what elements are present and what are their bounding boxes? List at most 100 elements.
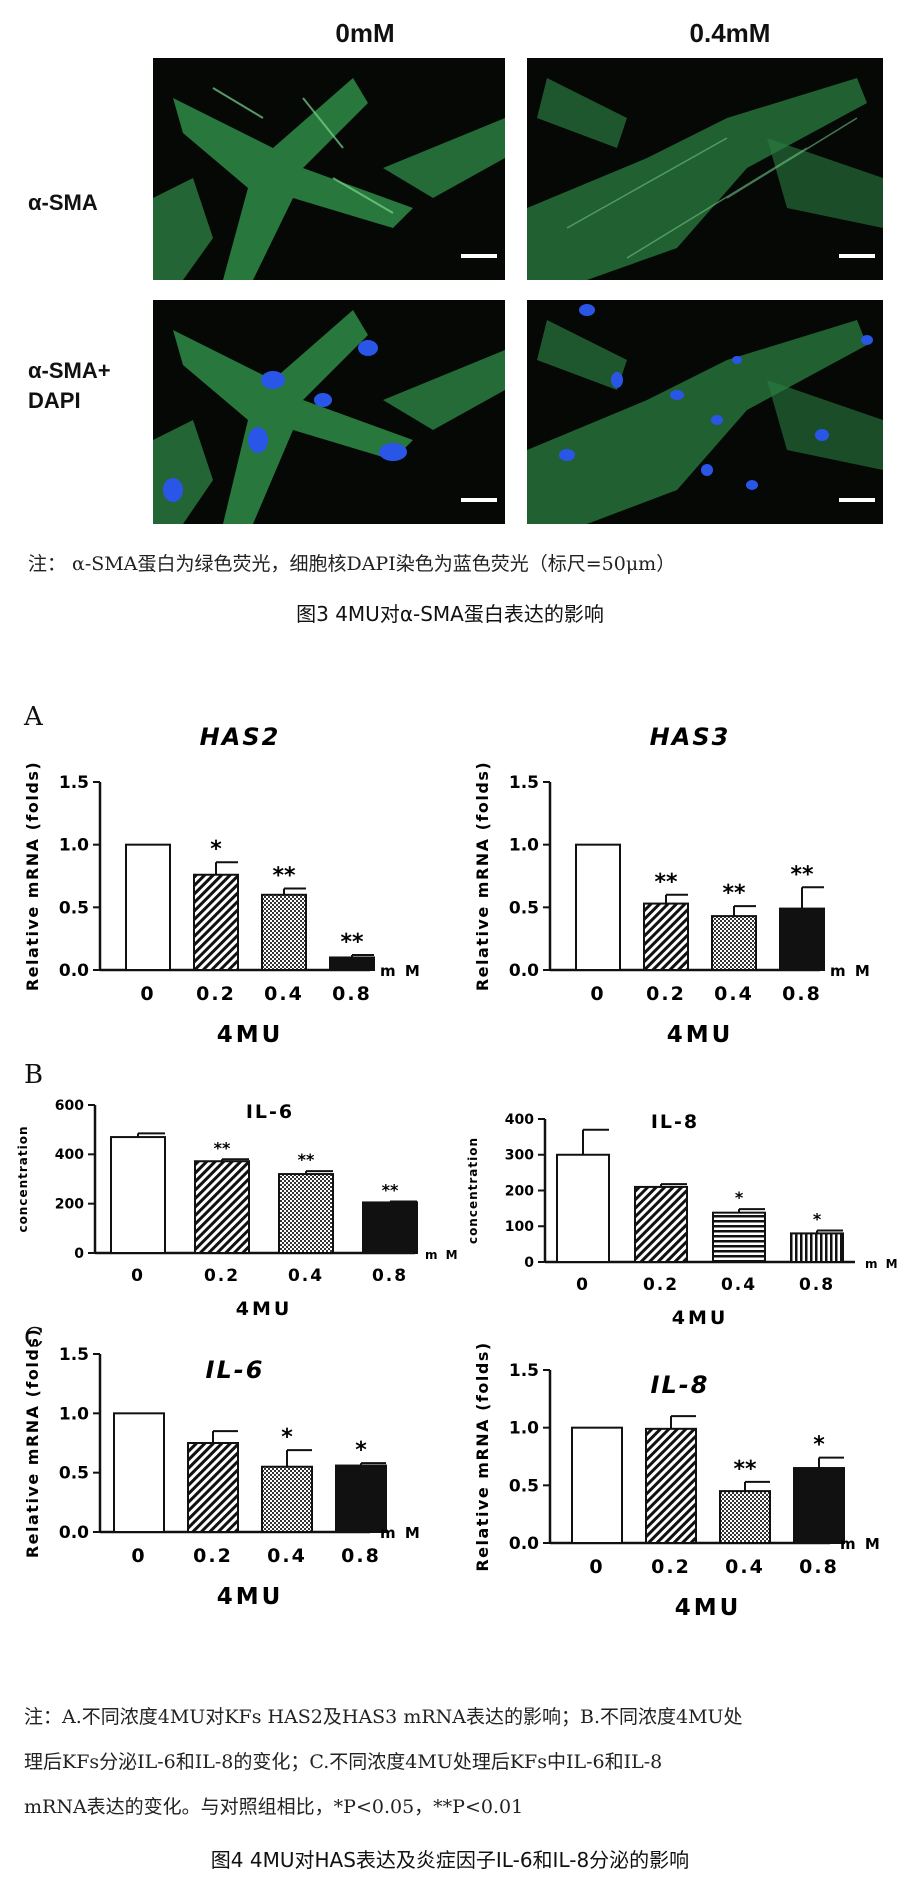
x-tick-label: 0.8 — [782, 983, 822, 1005]
bar-0.2 — [643, 902, 689, 971]
chart-b-il-6: IL-6 0 200 400 600 concentration 0 ** 0.2 ** 0.4 **… — [16, 1098, 460, 1320]
bar-0 — [113, 1412, 165, 1534]
chart-title: IL-6 — [206, 1356, 265, 1384]
bar-0 — [571, 1426, 623, 1544]
fig4-note-line-1: 注：A.不同浓度4MU对KFs HAS2及HAS3 mRNA表达的影响；B.不同… — [24, 1706, 743, 1728]
bar-0.4 — [261, 893, 307, 971]
x-tick-label: 0.2 — [643, 1275, 679, 1295]
significance-marker: * — [735, 1188, 744, 1207]
y-tick-label: 1.0 — [59, 836, 89, 856]
y-tick-label: 1.5 — [509, 773, 539, 793]
y-tick-label: 1.0 — [509, 1419, 539, 1439]
significance-marker: * — [813, 1210, 822, 1229]
significance-marker: ** — [272, 864, 296, 889]
y-tick-label: 0 — [74, 1246, 84, 1262]
bar-0.4 — [278, 1173, 334, 1254]
bar-0.8 — [329, 956, 375, 972]
x-tick-label: 0.2 — [651, 1556, 691, 1578]
significance-marker: ** — [790, 862, 814, 887]
chart-title: IL-8 — [651, 1371, 710, 1399]
x-tick-label: 0 — [589, 1556, 604, 1578]
x-tick-label: 0.4 — [288, 1266, 324, 1286]
bar-0.8 — [793, 1467, 845, 1544]
y-tick-label: 0.5 — [59, 898, 89, 918]
column-label-0.4mM: 0.4mM — [689, 18, 771, 48]
significance-marker: * — [281, 1425, 293, 1450]
x-axis-label: 4MU — [217, 1022, 284, 1048]
significance-marker: ** — [733, 1457, 757, 1482]
x-axis-label: 4MU — [672, 1307, 729, 1329]
row-label-a-sma: α-SMA — [28, 190, 98, 215]
y-tick-label: 200 — [55, 1197, 84, 1213]
chart-title: IL-8 — [651, 1111, 699, 1133]
fig4-caption: 图4 4MU对HAS表达及炎症因子IL-6和IL-8分泌的影响 — [210, 1848, 690, 1872]
x-tick-label: 0.4 — [725, 1556, 765, 1578]
x-tick-label: 0 — [131, 1266, 145, 1286]
y-axis-label: Relative mRNA (folds) — [473, 1341, 492, 1571]
chart-title: HAS2 — [200, 723, 281, 751]
bar-0.2 — [634, 1185, 688, 1264]
y-axis-label: concentration — [466, 1137, 480, 1244]
y-tick-label: 600 — [55, 1098, 84, 1114]
fig4-note-line-2: 理后KFs分泌IL-6和IL-8的变化；C.不同浓度4MU处理后KFs中IL-6… — [24, 1751, 663, 1773]
significance-marker: ** — [214, 1138, 231, 1157]
y-tick-label: 0.5 — [509, 1476, 539, 1496]
significance-marker: ** — [654, 870, 678, 895]
row-label-a-sma-dapi: α-SMA+ DAPI — [28, 358, 111, 413]
y-axis-label: concentration — [16, 1125, 30, 1232]
x-tick-label: 0.4 — [714, 983, 754, 1005]
chart-a-has2: HAS2 0.0 0.5 1.0 1.5 Relative mRNA (folds) 0 * 0… — [23, 723, 422, 1048]
y-tick-label: 400 — [505, 1112, 534, 1128]
x-tick-label: 0 — [140, 983, 155, 1005]
x-tick-label: 0 — [576, 1275, 590, 1295]
chart-a-has3: HAS3 0.0 0.5 1.0 1.5 Relative mRNA (folds) 0 **… — [473, 723, 870, 1048]
x-unit-label: m M — [380, 1524, 422, 1542]
y-tick-label: 0.0 — [509, 1534, 539, 1554]
y-tick-label: 1.5 — [59, 773, 89, 793]
micrograph-0mM-a-sma — [153, 58, 505, 280]
y-axis-label: Relative mRNA (folds) — [23, 1328, 42, 1558]
significance-marker: * — [813, 1433, 825, 1458]
y-tick-label: 0.5 — [59, 1464, 89, 1484]
x-tick-label: 0.2 — [196, 983, 236, 1005]
x-unit-label: m M — [840, 1535, 882, 1553]
micrograph-0.4mM-a-sma-dapi — [527, 300, 883, 524]
bar-0 — [110, 1136, 166, 1254]
significance-marker: ** — [382, 1180, 399, 1199]
y-axis-label: Relative mRNA (folds) — [473, 761, 492, 991]
bar-0.2 — [187, 1442, 239, 1533]
y-tick-label: 100 — [505, 1219, 534, 1235]
chart-b-il-8: IL-8 0 100 200 300 400 concentration 0 0.2 * 0.4 * 0… — [466, 1111, 898, 1329]
y-tick-label: 0.0 — [59, 961, 89, 981]
significance-marker: * — [355, 1438, 367, 1463]
bar-0.4 — [711, 915, 757, 972]
micrograph-0.4mM-a-sma — [527, 58, 883, 280]
x-tick-label: 0.4 — [264, 983, 304, 1005]
bar-0.4 — [719, 1490, 771, 1544]
y-tick-label: 1.0 — [59, 1404, 89, 1424]
y-tick-label: 1.0 — [509, 836, 539, 856]
x-tick-label: 0.8 — [799, 1556, 839, 1578]
panel-letter-c: C — [24, 1323, 44, 1353]
x-tick-label: 0.8 — [341, 1545, 381, 1567]
x-unit-label: m M — [425, 1248, 460, 1262]
x-axis-label: 4MU — [236, 1298, 293, 1320]
bar-0 — [125, 843, 171, 972]
micrograph-0mM-a-sma-dapi — [153, 300, 505, 524]
y-tick-label: 400 — [55, 1147, 84, 1163]
bar-0.8 — [335, 1464, 387, 1533]
y-tick-label: 300 — [505, 1148, 534, 1164]
x-tick-label: 0 — [590, 983, 605, 1005]
x-unit-label: m M — [380, 962, 422, 980]
y-tick-label: 0.0 — [59, 1523, 89, 1543]
x-tick-label: 0.2 — [193, 1545, 233, 1567]
bar-0.8 — [790, 1232, 844, 1264]
y-tick-label: 0.5 — [509, 898, 539, 918]
y-tick-label: 200 — [505, 1183, 534, 1199]
y-tick-label: 1.5 — [509, 1361, 539, 1381]
fig4-note-line-3: mRNA表达的变化。与对照组相比，*P<0.05，**P<0.01 — [24, 1796, 524, 1818]
x-tick-label: 0.4 — [721, 1275, 757, 1295]
bar-0.8 — [362, 1201, 418, 1255]
x-tick-label: 0.8 — [372, 1266, 408, 1286]
